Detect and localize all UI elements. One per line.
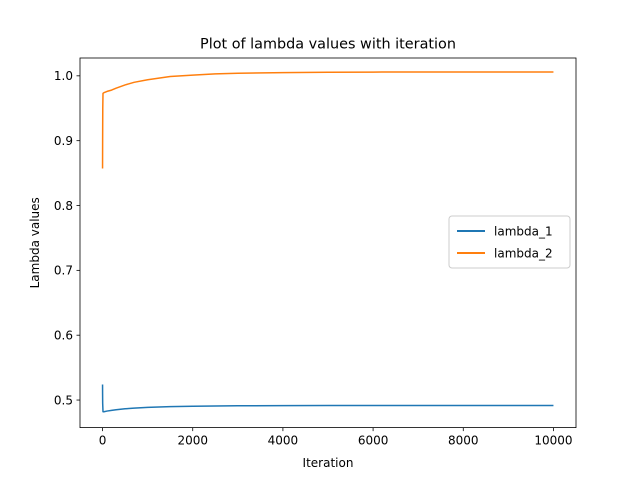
legend: lambda_1 lambda_2 bbox=[448, 215, 571, 269]
x-tick-label: 6000 bbox=[358, 434, 389, 448]
y-tick-label: 0.6 bbox=[54, 329, 73, 343]
series-lines bbox=[101, 71, 554, 413]
y-tick-label: 0.9 bbox=[54, 134, 73, 148]
x-tick-label: 8000 bbox=[448, 434, 479, 448]
y-tick-label: 0.7 bbox=[54, 264, 73, 278]
y-axis-label: Lambda values bbox=[28, 197, 42, 288]
legend-label-lambda-2: lambda_2 bbox=[494, 247, 553, 261]
series-line-lambda-1 bbox=[101, 384, 554, 413]
y-axis-ticks: 0.5 0.6 0.7 0.8 0.9 1.0 bbox=[54, 69, 80, 407]
x-axis-label: Iteration bbox=[303, 456, 354, 470]
y-tick-label: 0.5 bbox=[54, 393, 73, 407]
legend-label-lambda-1: lambda_1 bbox=[494, 225, 553, 239]
x-tick-label: 10000 bbox=[534, 434, 572, 448]
axes-frame bbox=[79, 57, 577, 429]
series-line-lambda-2 bbox=[101, 71, 554, 169]
x-tick-label: 2000 bbox=[177, 434, 208, 448]
x-axis-ticks: 0 2000 4000 6000 8000 10000 bbox=[99, 427, 573, 448]
x-tick-label: 0 bbox=[99, 434, 107, 448]
chart-title: Plot of lambda values with iteration bbox=[200, 37, 456, 53]
x-tick-label: 4000 bbox=[268, 434, 299, 448]
y-tick-label: 0.8 bbox=[54, 199, 73, 213]
legend-box bbox=[448, 215, 571, 269]
y-tick-label: 1.0 bbox=[54, 69, 73, 83]
